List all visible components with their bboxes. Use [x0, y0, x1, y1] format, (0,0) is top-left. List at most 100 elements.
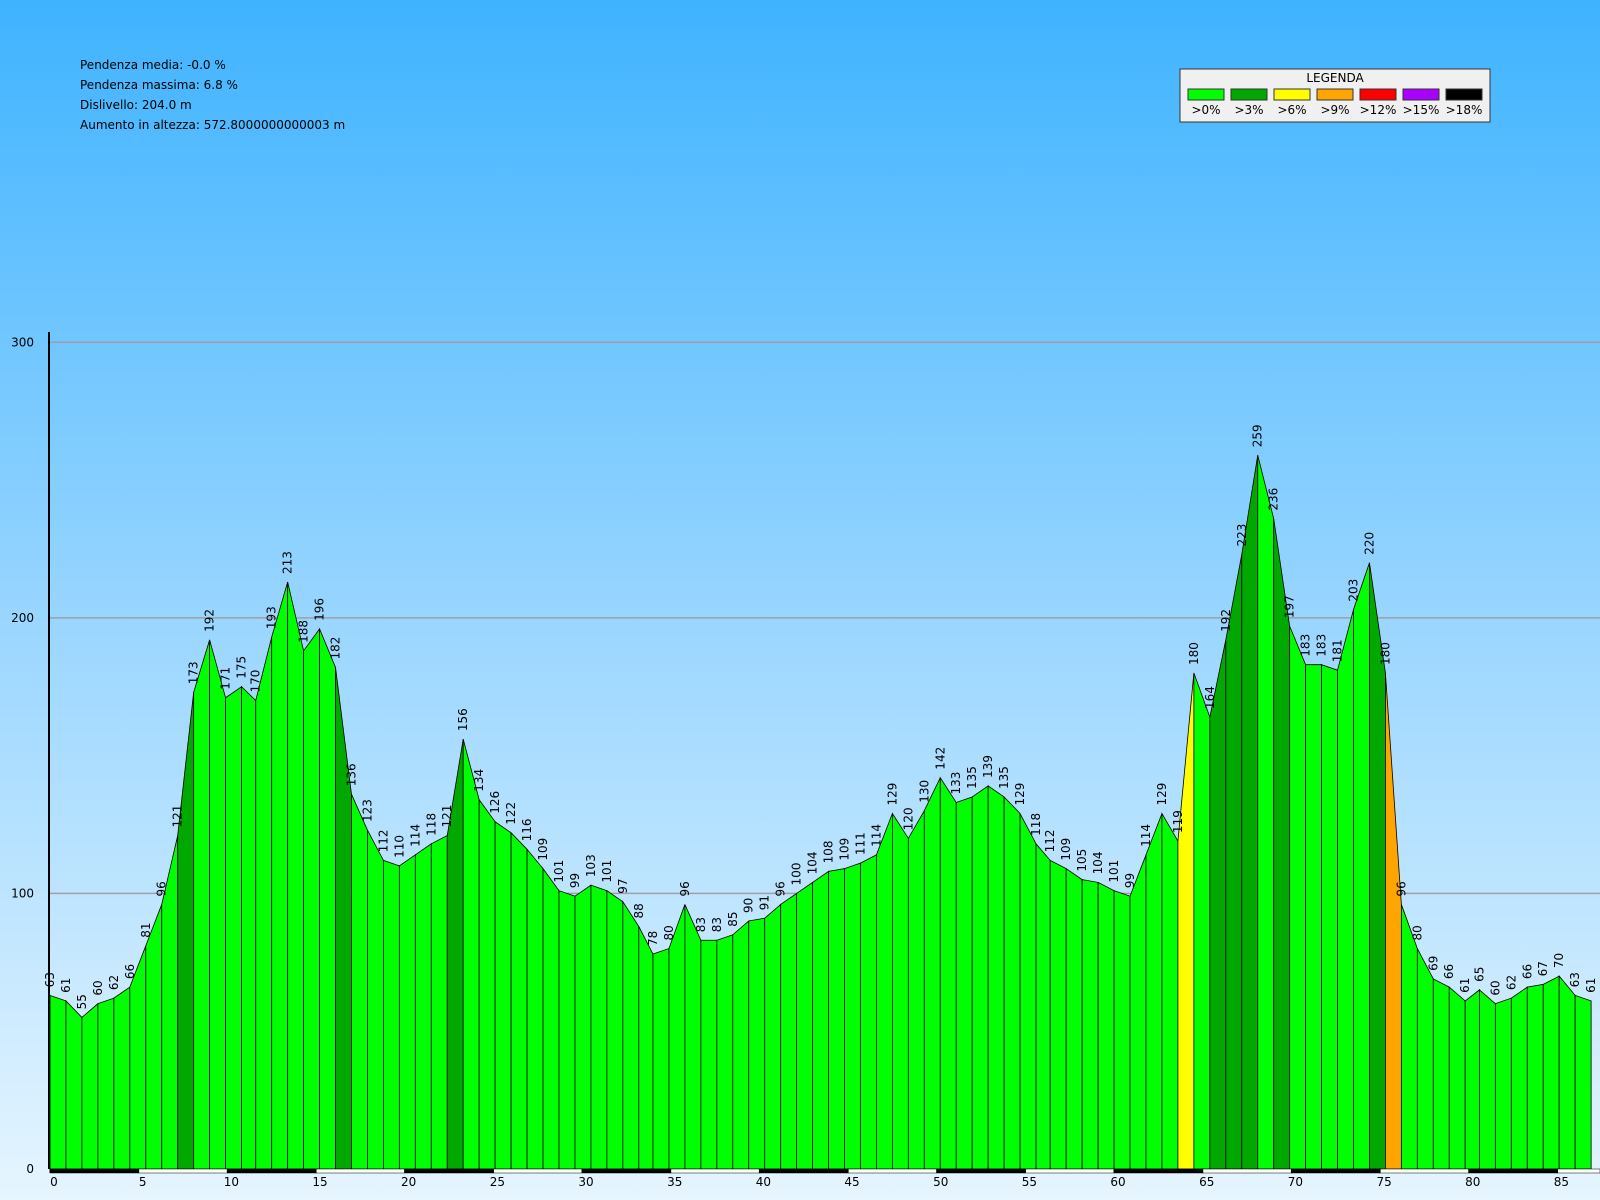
axis-band	[1025, 1168, 1115, 1174]
axis-band	[138, 1168, 228, 1174]
segment	[1145, 813, 1163, 1170]
segment	[716, 934, 734, 1170]
segment	[241, 685, 257, 1170]
value-label: 193	[265, 606, 279, 629]
value-label: 183	[1315, 634, 1329, 657]
segment	[1209, 639, 1227, 1170]
value-label: 66	[123, 964, 137, 979]
segment	[574, 884, 592, 1170]
value-label: 188	[297, 620, 311, 643]
value-label: 192	[1219, 609, 1233, 632]
value-label: 111	[853, 832, 867, 855]
value-label: 61	[1584, 978, 1598, 993]
value-label: 112	[1043, 829, 1057, 852]
segment	[1129, 854, 1147, 1170]
x-tick-label: 85	[1554, 1175, 1569, 1189]
axis-band	[759, 1168, 849, 1174]
axis-band	[1379, 1168, 1470, 1174]
segment	[1257, 455, 1275, 1170]
segment	[590, 884, 608, 1170]
x-tick-label: 15	[312, 1175, 327, 1189]
value-label: 130	[917, 780, 931, 803]
segment	[1558, 974, 1576, 1170]
value-label: 61	[59, 978, 73, 993]
value-label: 61	[1458, 978, 1472, 993]
value-label: 122	[504, 802, 518, 825]
segment	[81, 1002, 99, 1170]
segment	[1035, 842, 1051, 1170]
segment	[510, 831, 528, 1170]
x-tick-label: 60	[1110, 1175, 1125, 1189]
segment	[1526, 983, 1544, 1170]
value-label: 180	[1187, 642, 1201, 665]
x-tick-label: 80	[1465, 1175, 1480, 1189]
x-tick-label: 25	[490, 1175, 505, 1189]
axis-band	[1113, 1168, 1203, 1174]
segment	[303, 627, 320, 1170]
segment	[1113, 890, 1131, 1170]
y-tick-label: 200	[11, 611, 34, 625]
value-label: 66	[1520, 964, 1534, 979]
segment	[987, 785, 1005, 1170]
value-label: 109	[838, 838, 852, 861]
segment	[668, 904, 686, 1170]
value-label: 129	[1155, 783, 1169, 806]
value-label: 203	[1346, 579, 1360, 602]
segment	[1019, 813, 1037, 1170]
segment	[622, 900, 640, 1170]
segment	[939, 776, 957, 1170]
legend-label: >12%	[1360, 103, 1397, 117]
segment	[1081, 879, 1099, 1170]
value-label: 139	[981, 755, 995, 778]
value-label: 121	[440, 805, 454, 828]
value-label: 118	[424, 813, 438, 836]
segment	[860, 854, 877, 1170]
segment	[1161, 812, 1179, 1170]
segment	[1225, 554, 1243, 1170]
x-tick-label: 40	[756, 1175, 771, 1189]
segment	[764, 903, 782, 1170]
segment	[1416, 948, 1434, 1170]
legend-swatch	[1359, 88, 1397, 101]
value-label: 62	[107, 975, 121, 990]
segment	[796, 881, 813, 1170]
value-label: 80	[1410, 925, 1424, 940]
legend-label: >0%	[1191, 103, 1220, 117]
value-label: 96	[774, 881, 788, 896]
segment	[1193, 672, 1211, 1170]
segment	[1305, 664, 1322, 1170]
value-label: 105	[1075, 849, 1089, 872]
segment	[1510, 986, 1528, 1170]
axis-band	[49, 1168, 139, 1174]
segment	[113, 986, 131, 1170]
segment	[1400, 904, 1418, 1170]
value-label: 109	[536, 838, 550, 861]
segment	[748, 917, 766, 1170]
legend-label: >6%	[1277, 103, 1306, 117]
value-label: 173	[187, 661, 201, 684]
value-label: 88	[632, 903, 646, 918]
value-label: 104	[806, 851, 820, 874]
segment	[398, 854, 416, 1170]
segment	[844, 862, 861, 1170]
value-label: 134	[472, 769, 486, 792]
value-label: 78	[646, 931, 660, 946]
value-label: 81	[139, 923, 153, 938]
value-label: 164	[1203, 686, 1217, 709]
x-tick-label: 5	[139, 1175, 147, 1189]
value-label: 83	[710, 917, 724, 932]
value-label: 182	[329, 637, 343, 660]
segment	[383, 859, 400, 1170]
x-tick-label: 0	[50, 1175, 58, 1189]
segment	[1241, 455, 1259, 1170]
value-label: 70	[1552, 953, 1566, 968]
axis-band	[1557, 1168, 1600, 1174]
segment	[971, 785, 989, 1170]
segment	[876, 813, 893, 1170]
value-label: 103	[584, 854, 598, 877]
axis-band	[1291, 1168, 1381, 1174]
legend-label: >3%	[1234, 103, 1263, 117]
value-label: 135	[997, 766, 1011, 789]
value-label: 114	[1139, 824, 1153, 847]
segment	[97, 997, 115, 1170]
